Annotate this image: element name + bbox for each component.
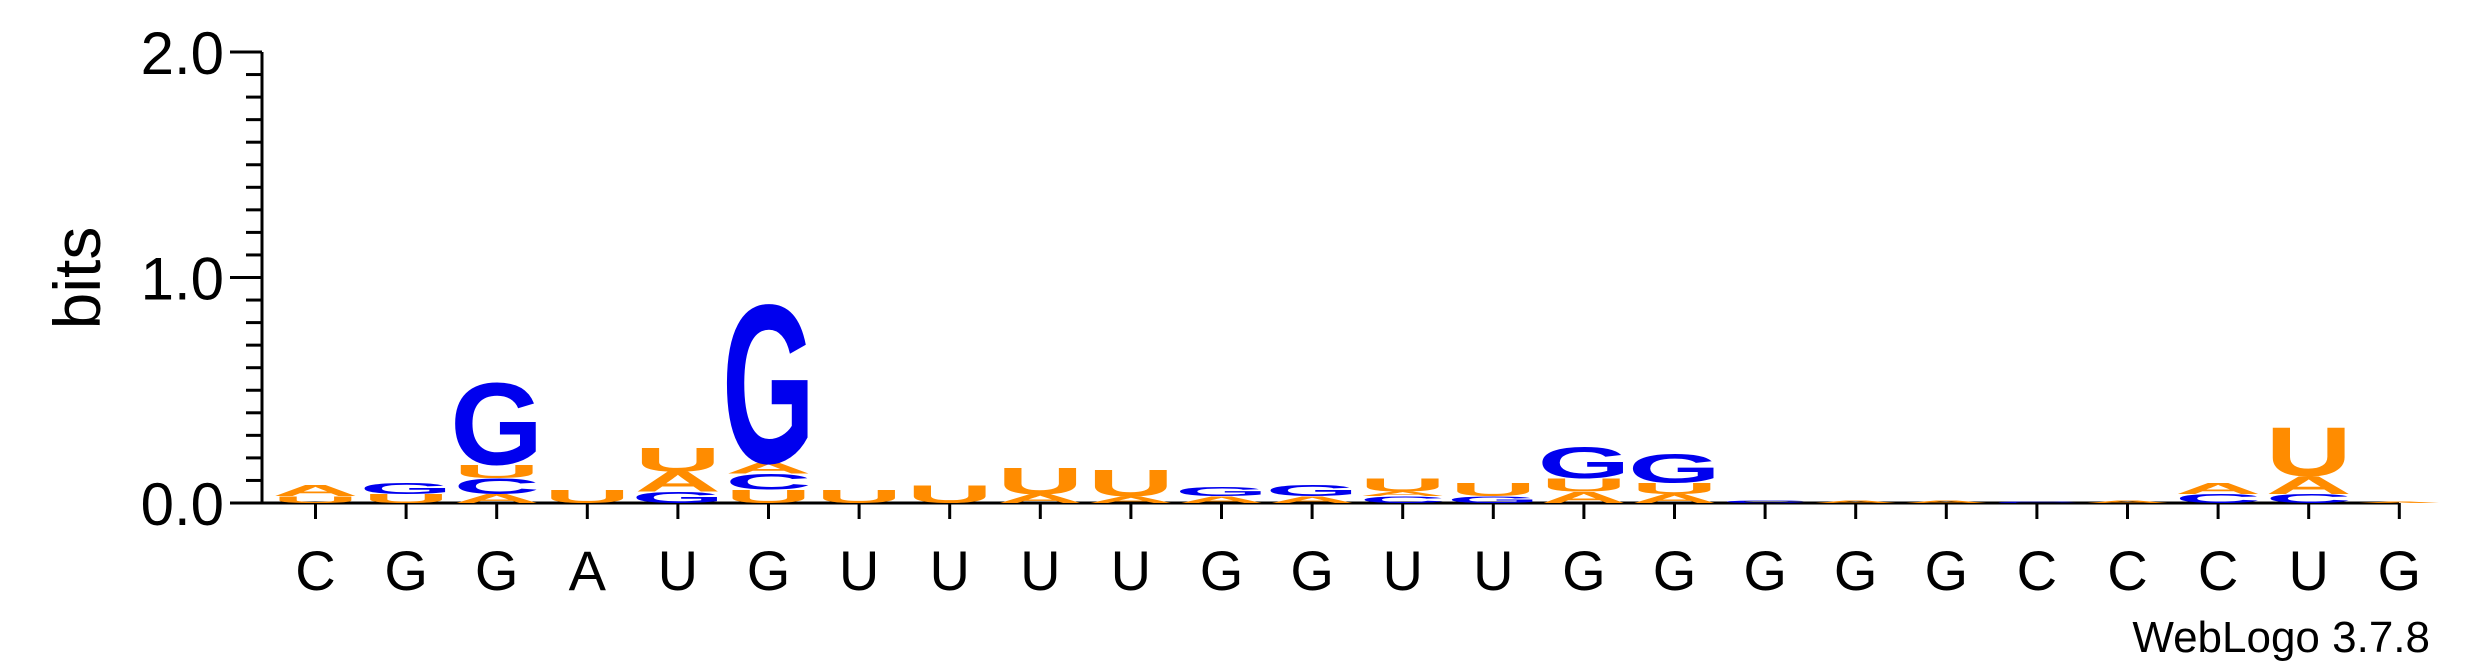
logo-letter-A: A [2175,480,2261,498]
logo-letter-U: U [1088,462,1174,504]
logo-letter-A: A [725,460,811,478]
logo-letter-U: U [816,486,902,507]
logo-letter-U: U [2266,413,2352,490]
x-tick-label: U [1111,539,1151,602]
logo-letter-U: U [725,486,811,507]
x-tick-label: C [2198,539,2238,602]
x-tick-label: U [929,539,969,602]
logo-letter-U: U [635,440,721,479]
logo-letter-U: U [1631,480,1717,498]
x-tick-label: U [839,539,879,602]
logo-letter-A: A [1541,489,1627,507]
x-tick-label: G [1562,539,1606,602]
logo-letter-A: A [1360,491,1446,498]
logo-letter-A: A [272,482,358,500]
x-tick-label: U [1020,539,1060,602]
logo-letter-U: U [1541,475,1627,496]
logo-letter-C: C [1994,502,2080,504]
logo-letter-U: U [454,461,540,482]
x-tick-label: C [295,539,335,602]
logo-letter-A: A [997,492,1083,506]
logo-letter-G: G [722,258,815,511]
x-tick-label: G [1200,539,1244,602]
logo-letter-G: G [1266,482,1359,500]
logo-letter-A: A [1088,494,1174,505]
x-tick-label: C [2017,539,2057,602]
x-tick-label: G [2378,539,2422,602]
x-tick-label: G [1834,539,1878,602]
y-tick-label: 1.0 [141,246,224,313]
logo-letter-G: G [1537,439,1630,488]
logo-letter-G: G [450,360,543,490]
x-tick-label: U [2288,539,2328,602]
logo-letter-A: A [1269,494,1355,505]
y-ticks: 0.0 1.0 2.0 [141,20,262,538]
logo-letter-C: C [725,470,811,495]
logo-letter-U: U [997,460,1083,502]
logo-letter-C: C [2266,492,2352,506]
weblogo-version: WebLogo 3.7.8 [2132,613,2430,662]
x-tick-label: G [1290,539,1334,602]
x-tick-label: A [569,539,607,602]
x-tick-label: U [1382,539,1422,602]
logo-letter-G: G [1628,446,1721,492]
x-tick-label: G [1653,539,1697,602]
x-tick-label: G [1925,539,1969,602]
logo-letter-A: A [1813,500,1899,504]
logo-letter-G: G [1175,485,1268,499]
logo-letter-A: A [635,466,721,498]
logo-letter-U: U [363,492,449,506]
x-tick-label: U [658,539,698,602]
x-tick-label: C [2107,539,2147,602]
logo-letter-G: G [360,480,453,498]
logo-letter-A: A [1903,500,1989,504]
logo-letter-U: U [272,494,358,505]
x-tick-label: G [747,539,791,602]
logo-letter-A: A [1631,492,1717,506]
logo-letter-A: A [454,492,540,506]
logo-letter-A: A [2356,502,2442,504]
logo-letter-U: U [1450,479,1536,500]
logo-letter-C: C [454,474,540,499]
logo-letter-U: U [544,486,630,507]
logo-letter-A: A [2266,472,2352,500]
y-tick-label: 2.0 [141,20,224,87]
x-tick-label: G [1743,539,1787,602]
logo-letter-C: C [1360,494,1446,505]
logo-letter-G: G [1447,494,1540,505]
y-tick-label: 0.0 [141,471,224,538]
logo-letter-A: A [1178,494,1264,505]
logo-letter-G: G [631,489,724,507]
logo-letter-C: C [2175,492,2261,506]
logo-letter-U: U [1360,475,1446,496]
y-axis-label: bits [40,227,114,330]
logo-letter-C: C [1722,500,1808,504]
x-tick-label: G [384,539,428,602]
x-tick-label: G [475,539,519,602]
x-tick-label: U [1473,539,1513,602]
logo-letter-A: A [2084,500,2170,504]
